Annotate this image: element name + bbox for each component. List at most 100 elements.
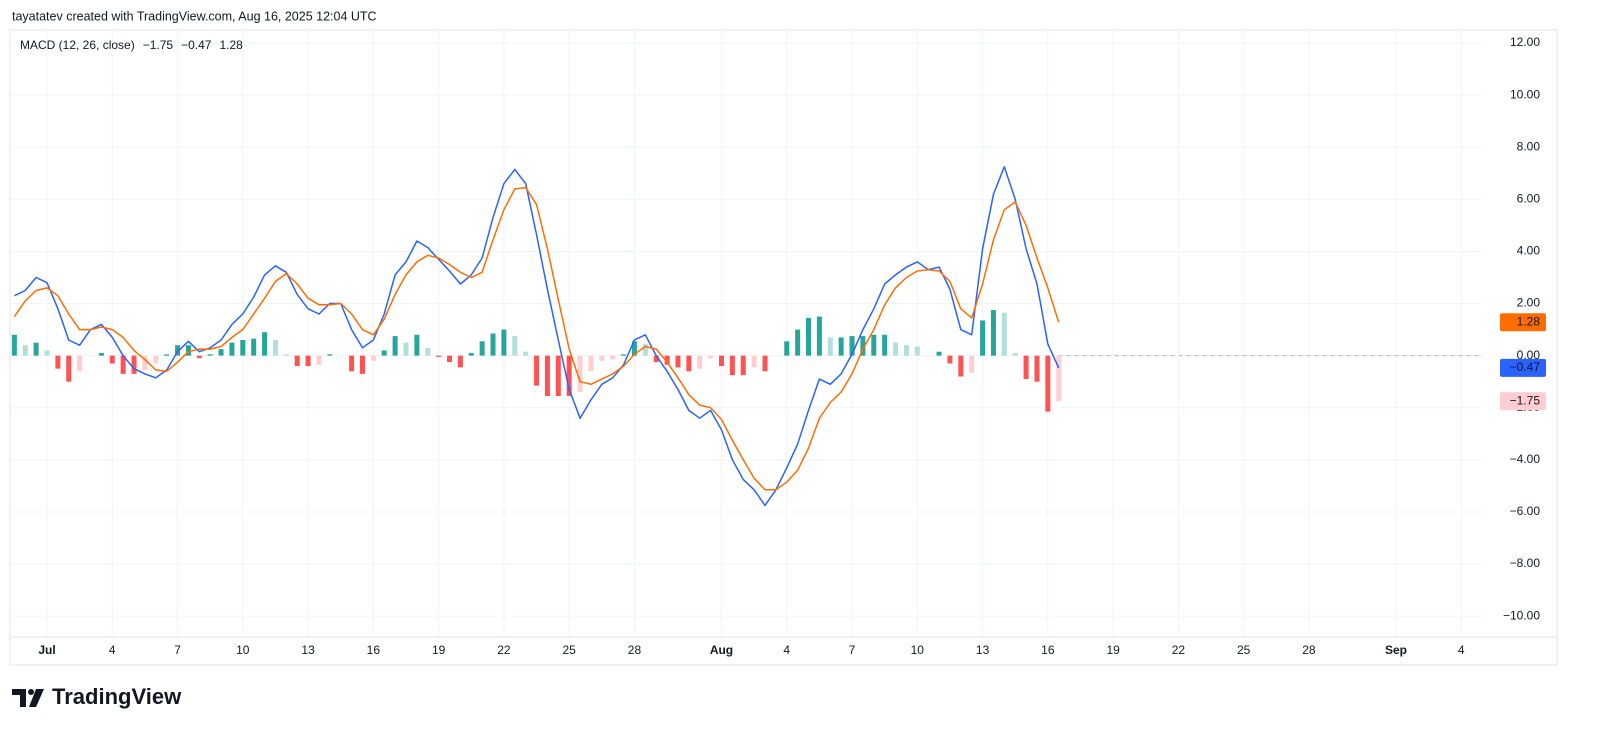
histogram-bar: [142, 355, 148, 370]
histogram-bar: [512, 336, 518, 356]
x-tick-label: 4: [109, 643, 116, 657]
histogram-bar: [708, 355, 714, 359]
histogram-bar: [207, 354, 213, 356]
histogram-bar: [621, 354, 627, 356]
indicator-title: MACD (12, 26, close): [20, 38, 135, 52]
histogram-bar: [795, 329, 801, 356]
histogram-bar: [33, 342, 39, 356]
histogram-bar: [653, 355, 659, 363]
histogram-bar: [523, 351, 529, 356]
histogram-bar: [229, 342, 235, 356]
x-tick-label: 13: [976, 643, 990, 657]
histogram-bar: [153, 355, 159, 364]
histogram-bar: [175, 345, 181, 356]
x-tick-label: 7: [849, 643, 856, 657]
x-tick-label: 16: [367, 643, 381, 657]
histogram-bar: [1034, 355, 1040, 382]
histogram-bar: [882, 334, 888, 356]
price-badge-label: −0.47: [1510, 360, 1541, 374]
histogram-bar: [164, 354, 170, 356]
y-tick-label: 10.00: [1510, 87, 1540, 101]
histogram-bar: [860, 336, 866, 356]
x-tick-label: 22: [497, 643, 511, 657]
histogram-bar: [838, 337, 844, 356]
histogram-bar: [262, 332, 268, 356]
histogram-bar: [425, 347, 431, 356]
histogram-bar: [196, 355, 202, 359]
histogram-bar: [251, 338, 257, 356]
x-tick-label: 28: [1302, 643, 1316, 657]
price-badge: [1500, 392, 1546, 411]
histogram-bar: [1023, 355, 1029, 380]
y-tick-label: −4.00: [1510, 452, 1541, 466]
histogram-bar: [762, 355, 768, 372]
histogram-bar: [447, 355, 453, 363]
histogram-bar: [131, 355, 137, 374]
histogram-bar: [816, 316, 822, 356]
histogram-bar: [98, 353, 104, 356]
histogram-bar: [240, 340, 246, 356]
histogram-bar: [381, 350, 387, 356]
y-tick-label: 0.00: [1517, 348, 1541, 362]
histogram-bar: [316, 355, 322, 365]
histogram-bar: [55, 355, 61, 369]
histogram-bar: [914, 346, 920, 356]
logo-icon: [12, 689, 26, 707]
histogram-bar: [740, 355, 746, 376]
histogram-bar: [457, 355, 463, 368]
histogram-bar: [11, 334, 17, 356]
header-text: tayatatev created with TradingView.com, …: [12, 9, 377, 23]
histogram-bar: [903, 345, 909, 356]
histogram-bar: [555, 355, 561, 397]
x-tick-label: 10: [236, 643, 250, 657]
chart-frame: [9, 29, 1558, 666]
histogram-bar: [436, 355, 442, 357]
x-tick-label: 13: [301, 643, 315, 657]
histogram-bar: [588, 355, 594, 372]
logo-icon: [28, 689, 34, 695]
histogram-bar: [1056, 355, 1062, 402]
histogram-bar: [1045, 355, 1051, 412]
x-tick-label: 10: [911, 643, 925, 657]
histogram-bar: [359, 355, 365, 374]
histogram-bar: [294, 355, 300, 367]
histogram-bar: [990, 310, 996, 356]
histogram-bar: [66, 355, 72, 382]
histogram-bar: [22, 345, 28, 356]
histogram-bar: [185, 345, 191, 356]
histogram-bar: [392, 336, 398, 356]
histogram-bar: [686, 355, 692, 372]
histogram-bar: [806, 317, 812, 356]
histogram-bar: [675, 355, 681, 368]
legend: MACD (12, 26, close) −1.75 −0.47 1.28: [20, 38, 243, 52]
x-tick-label: 16: [1041, 643, 1055, 657]
histogram-bar: [370, 355, 376, 361]
x-tick-label: 25: [1237, 643, 1251, 657]
histogram-bar: [534, 355, 540, 386]
x-tick-label: Sep: [1385, 643, 1407, 657]
histogram-bar: [77, 355, 83, 372]
x-tick-label: Aug: [710, 643, 733, 657]
x-tick-label: 4: [1458, 643, 1465, 657]
y-tick-label: 8.00: [1517, 139, 1541, 153]
histogram-bar: [468, 353, 474, 356]
histogram-bar: [871, 334, 877, 356]
plot: [11, 166, 1483, 507]
histogram-bar: [1012, 353, 1018, 356]
histogram-bar: [697, 355, 703, 369]
histogram-bar: [1001, 312, 1007, 356]
y-tick-label: −6.00: [1510, 504, 1541, 518]
price-badge-label: −1.75: [1510, 393, 1541, 407]
histogram-bar: [827, 337, 833, 356]
x-tick-label: 25: [562, 643, 576, 657]
histogram-bar: [969, 355, 975, 373]
histogram-bar: [980, 320, 986, 356]
price-badge: [1500, 313, 1546, 332]
y-tick-label: 6.00: [1517, 192, 1541, 206]
logo: TradingView: [12, 684, 182, 709]
histogram-bar: [272, 340, 278, 356]
x-tick-label: 22: [1172, 643, 1186, 657]
histogram-bar: [327, 354, 333, 356]
